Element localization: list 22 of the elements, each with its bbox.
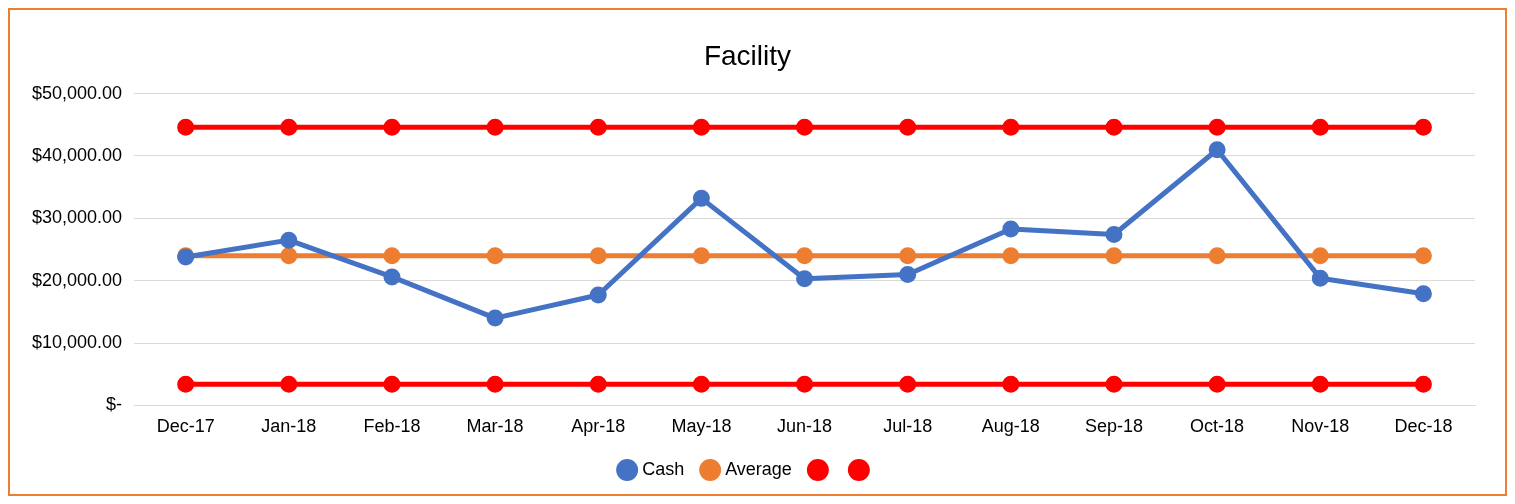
y-tick-label: $10,000.00 — [31, 332, 123, 353]
y-tick-label: $50,000.00 — [31, 82, 123, 103]
x-tick-label: Apr-18 — [571, 416, 626, 437]
x-tick-label: Dec-18 — [1394, 416, 1453, 437]
x-tick-label: Sep-18 — [1084, 416, 1144, 437]
x-tick-label: May-18 — [671, 416, 732, 437]
x-tick-label: Mar-18 — [466, 416, 524, 437]
chart-title: Facility — [703, 39, 792, 71]
x-tick-label: Dec-17 — [156, 416, 215, 437]
x-tick-label: Jan-18 — [261, 416, 317, 437]
x-tick-label: Nov-18 — [1291, 416, 1350, 437]
y-tick-label: $20,000.00 — [31, 269, 123, 290]
legend-label: Average — [725, 458, 792, 479]
x-tick-label: Oct-18 — [1190, 416, 1245, 437]
y-tick-label: $30,000.00 — [31, 207, 123, 228]
y-tick-label: $40,000.00 — [31, 144, 123, 165]
legend-label: Cash — [642, 458, 685, 479]
x-tick-label: Jun-18 — [777, 416, 833, 437]
x-tick-label: Aug-18 — [981, 416, 1040, 437]
y-tick-label: $- — [106, 394, 123, 415]
x-tick-label: Feb-18 — [363, 416, 421, 437]
x-tick-label: Jul-18 — [883, 416, 933, 437]
